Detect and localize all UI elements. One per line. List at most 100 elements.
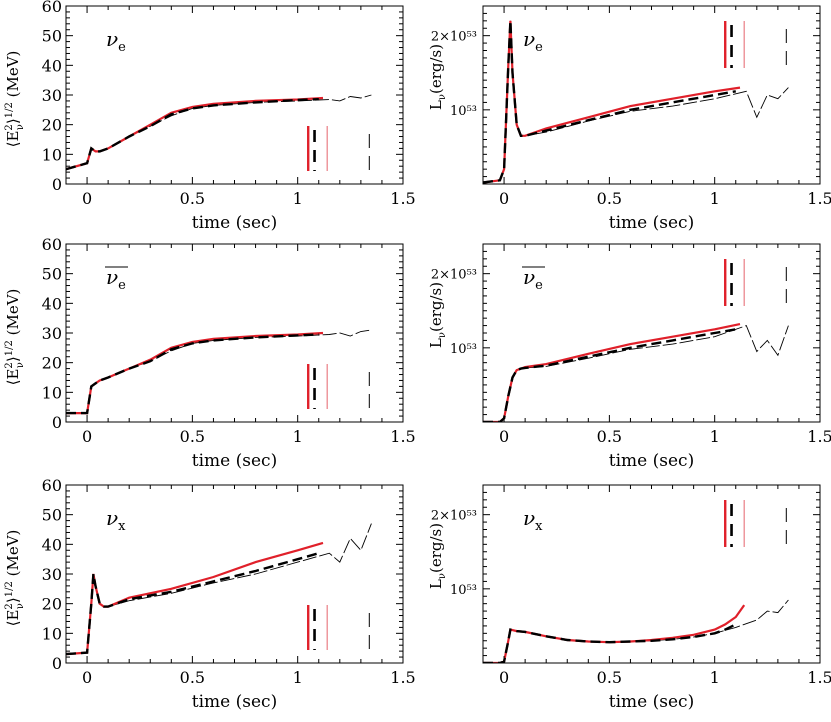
series-group (66, 329, 372, 415)
x-tick-label: 1.5 (807, 668, 831, 687)
series-line-black-dash (66, 98, 319, 171)
x-tick-label: 0 (499, 189, 509, 208)
x-axis-label: time (sec) (609, 213, 694, 233)
x-tick-label: 1.5 (807, 427, 831, 446)
x-tick-label: 0.5 (597, 668, 622, 687)
x-tick-label: 1 (710, 427, 720, 446)
series-line-black-dash (483, 623, 737, 663)
legend-marks (724, 21, 787, 68)
series-line-red (66, 331, 324, 415)
x-tick-label: 1 (293, 427, 303, 446)
x-tick-label: 0 (82, 189, 92, 208)
y-tick-label: 40 (42, 56, 62, 75)
y-axis-label: ⟨E2ν⟩1/2 (MeV) (4, 51, 26, 148)
y-tick-label: 0 (52, 175, 62, 194)
y-axis-label: ⟨E2ν⟩1/2 (MeV) (4, 289, 26, 386)
y-tick-label: 10⁵³ (450, 583, 477, 598)
x-tick-label: 1.5 (390, 189, 415, 208)
series-line-black-dash (66, 552, 320, 656)
x-tick-label: 1 (710, 668, 720, 687)
panel-E-nux: 0 0.5 1 1.5 time (sec) 0 10 20 30 40 50 60 ⟨E2ν⟩1/2 … (4, 476, 416, 712)
y-tick-label: 10 (42, 383, 62, 402)
y-tick-label: 10⁵³ (450, 104, 477, 119)
x-tick-label: 0.5 (597, 427, 622, 446)
y-tick-label: 2×10⁵³ (431, 30, 477, 45)
series-group (483, 20, 789, 184)
series-group (483, 599, 789, 663)
y-tick-label: 2×10⁵³ (431, 268, 477, 283)
x-tick-label: 0.5 (180, 189, 205, 208)
y-tick-label: 10⁵³ (450, 342, 477, 357)
y-axis-label: Lν(erg/s) (427, 282, 448, 348)
y-axis-label: ⟨E2ν⟩1/2 (MeV) (4, 530, 26, 627)
y-tick-label: 30 (42, 565, 62, 584)
x-tick-label: 1.5 (390, 427, 415, 446)
species-label: νx (106, 506, 126, 534)
y-tick-label: 30 (42, 324, 62, 343)
y-tick-label: 60 (42, 0, 62, 16)
series-line-black-thin (483, 325, 789, 422)
series-group (483, 323, 789, 422)
series-group (66, 94, 372, 171)
legend-marks (307, 126, 370, 171)
y-tick-label: 50 (42, 506, 62, 525)
y-tick-label: 40 (42, 535, 62, 554)
y-tick-label: 50 (42, 265, 62, 284)
x-axis-label: time (sec) (192, 213, 277, 233)
y-tick-label: 30 (42, 86, 62, 105)
species-label: νe (106, 265, 126, 293)
x-axis-label: time (sec) (192, 692, 277, 712)
species-label: νe (106, 27, 126, 55)
x-tick-label: 0 (499, 668, 509, 687)
x-tick-label: 0 (499, 427, 509, 446)
x-tick-label: 1.5 (390, 668, 415, 687)
y-tick-label: 40 (42, 294, 62, 313)
legend-marks (724, 259, 787, 306)
series-group (66, 523, 372, 656)
y-tick-label: 10 (42, 624, 62, 643)
species-label: νe (523, 265, 543, 293)
y-tick-label: 0 (52, 413, 62, 432)
series-line-black-thin (483, 599, 789, 663)
x-tick-label: 1.5 (807, 189, 831, 208)
y-tick-label: 60 (42, 235, 62, 254)
x-axis-label: time (sec) (192, 451, 277, 471)
legend-marks (724, 500, 787, 547)
series-line-black-dash (483, 328, 737, 422)
x-tick-label: 1 (293, 668, 303, 687)
x-tick-label: 0 (82, 427, 92, 446)
y-tick-label: 20 (42, 116, 62, 135)
panel-E-anue: 0 0.5 1 1.5 time (sec) 0 10 20 30 40 50 60 ⟨E2ν⟩1/2 … (4, 235, 416, 471)
y-tick-label: 60 (42, 476, 62, 495)
x-tick-label: 0.5 (597, 189, 622, 208)
y-tick-label: 0 (52, 654, 62, 673)
y-tick-label: 2×10⁵³ (431, 509, 477, 524)
series-line-black-dash (66, 333, 319, 415)
y-tick-label: 10 (42, 145, 62, 164)
x-tick-label: 0.5 (180, 668, 205, 687)
x-tick-label: 1 (293, 189, 303, 208)
x-tick-label: 0.5 (180, 427, 205, 446)
y-tick-label: 20 (42, 595, 62, 614)
legend-marks (307, 605, 370, 650)
y-tick-label: 50 (42, 27, 62, 46)
y-axis-label: Lν(erg/s) (427, 44, 448, 110)
series-line-black-thin (66, 523, 372, 655)
x-tick-label: 0 (82, 668, 92, 687)
y-tick-label: 20 (42, 354, 62, 373)
species-label: νe (523, 27, 543, 55)
species-label: νx (523, 506, 543, 534)
series-line-red (66, 541, 324, 656)
series-line-black-thin (66, 329, 372, 414)
y-axis-label: Lν(erg/s) (427, 523, 448, 589)
series-line-red (483, 20, 741, 184)
series-line-red (483, 604, 746, 663)
series-line-black-dash (483, 20, 737, 184)
x-axis-label: time (sec) (609, 451, 694, 471)
x-tick-label: 1 (710, 189, 720, 208)
panel-E-nue: 0 0.5 1 1.5 time (sec) 0 10 20 30 40 50 60 ⟨E2ν⟩1/2 … (4, 0, 416, 233)
